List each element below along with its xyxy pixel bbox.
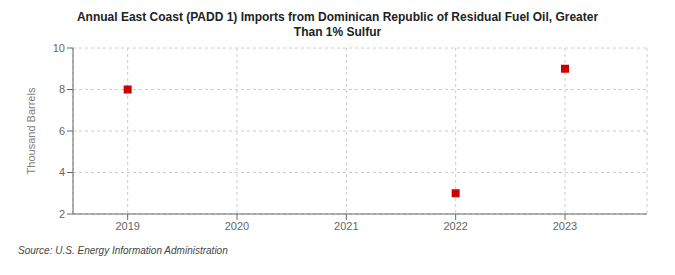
svg-text:8: 8 (59, 83, 65, 95)
html-text:Than 1% Sulfur: Than 1% Sulfur (293, 25, 382, 39)
svg-text:2: 2 (59, 208, 65, 220)
svg-text:2021: 2021 (334, 220, 358, 232)
svg-text:2022: 2022 (443, 220, 467, 232)
svg-text:2019: 2019 (115, 220, 139, 232)
html-text:Source: U.S. Energy Informatio: Source: U.S. Energy Information Administ… (18, 245, 228, 256)
html-text:Annual East Coast (PADD 1) Imp: Annual East Coast (PADD 1) Imports from … (76, 10, 599, 24)
svg-text:2023: 2023 (553, 220, 577, 232)
svg-text:Thousand Barrels: Thousand Barrels (25, 87, 37, 174)
svg-text:6: 6 (59, 125, 65, 137)
svg-text:2020: 2020 (225, 220, 249, 232)
svg-text:10: 10 (53, 42, 65, 54)
svg-text:4: 4 (59, 166, 65, 178)
